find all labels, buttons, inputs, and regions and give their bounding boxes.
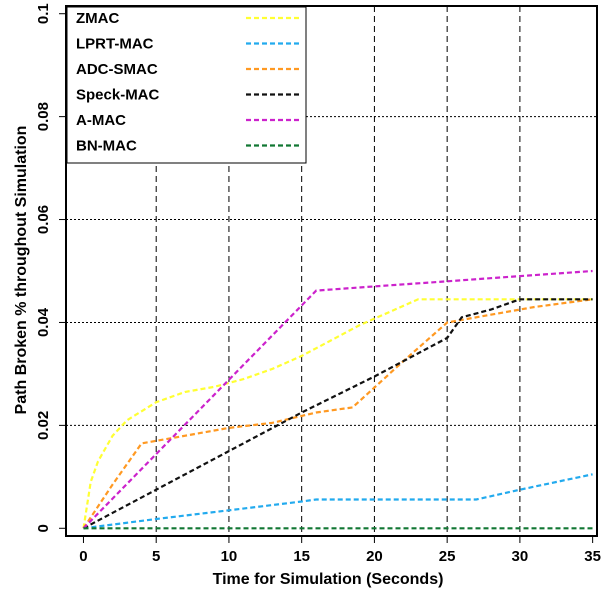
y-tick-label: 0.06: [35, 205, 52, 234]
legend-box: [66, 6, 307, 164]
legend-label-lprt-mac: LPRT-MAC: [76, 36, 154, 53]
legend-label-adc-smac: ADC-SMAC: [76, 61, 158, 78]
y-tick-label: 0.08: [35, 102, 52, 131]
x-tick-label: 0: [79, 548, 87, 565]
axis-ticks: 0 5 10 15 20 25 30 35 0 0.02 0.04 0.06 0.08 0.1: [35, 3, 601, 565]
x-tick-label: 10: [221, 548, 238, 565]
series-line-a-mac: [82, 269, 593, 530]
legend: ZMAC LPRT-MAC ADC-SMAC Speck-MAC A-MAC BN-MAC: [66, 6, 307, 164]
x-tick-label: 15: [293, 548, 310, 565]
x-tick-label: 5: [152, 548, 160, 565]
series-line-speck-mac: [82, 298, 593, 530]
x-axis-title: Time for Simulation (Seconds): [213, 571, 444, 588]
x-tick-label: 30: [512, 548, 529, 565]
y-tick-label: 0: [35, 524, 52, 532]
legend-label-zmac: ZMAC: [76, 10, 119, 27]
legend-label-a-mac: A-MAC: [76, 112, 126, 129]
y-tick-label: 0.02: [35, 411, 52, 440]
series-line-lprt-mac: [83, 473, 593, 530]
legend-label-speck-mac: Speck-MAC: [76, 87, 160, 104]
y-tick-label: 0.1: [35, 3, 52, 24]
series-lines: [82, 269, 593, 530]
x-tick-label: 25: [439, 548, 456, 565]
x-tick-label: 35: [584, 548, 601, 565]
x-tick-label: 20: [366, 548, 383, 565]
legend-label-bn-mac: BN-MAC: [76, 138, 137, 155]
series-line-zmac: [82, 298, 593, 529]
y-axis-title: Path Broken % throughout Simulation: [13, 126, 30, 415]
series-line-adc-smac: [82, 298, 593, 529]
y-tick-label: 0.04: [35, 307, 52, 337]
plot-frame: [65, 5, 598, 537]
